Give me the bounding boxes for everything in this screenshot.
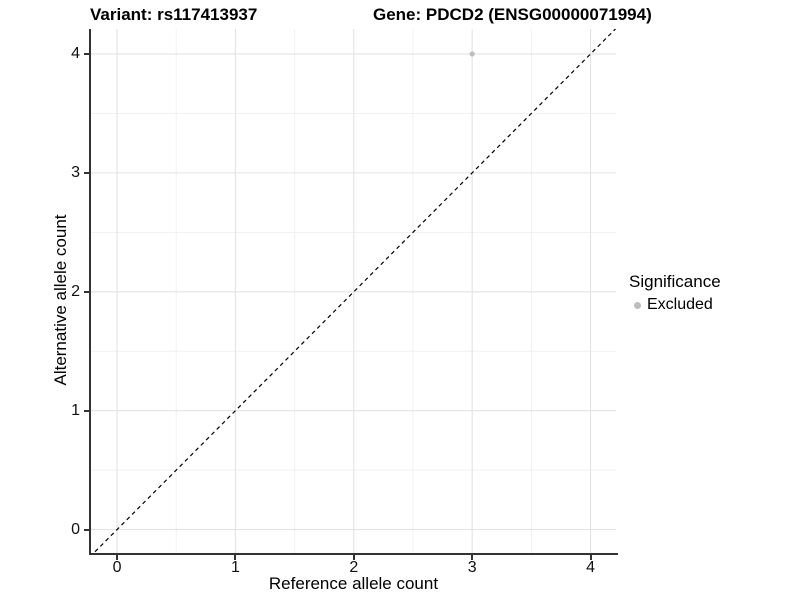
identity-line: [92, 29, 616, 553]
legend: Significance Excluded: [629, 272, 721, 314]
y-tick-mark: [84, 528, 89, 531]
plot-panel: [91, 29, 616, 553]
y-tick-label: 1: [71, 401, 80, 419]
x-tick-label: 0: [112, 559, 122, 576]
x-axis-title: Reference allele count: [268, 574, 439, 593]
x-tick-mark: [471, 555, 474, 560]
y-tick-label: 4: [71, 44, 80, 62]
legend-entry-label: Excluded: [647, 296, 713, 313]
x-tick-mark: [589, 555, 592, 560]
legend-title: Significance: [629, 272, 721, 291]
y-tick-label: 0: [71, 520, 80, 538]
plot-title-variant: Variant: rs117413937: [90, 5, 258, 24]
x-tick-mark: [234, 555, 237, 560]
x-axis-line: [89, 553, 618, 555]
y-axis-line: [89, 29, 91, 555]
x-tick-label: 1: [230, 559, 240, 576]
x-tick-mark: [352, 555, 355, 560]
x-tick-label: 3: [467, 559, 477, 576]
data-point: [469, 51, 475, 57]
y-axis-title: Alternative allele count: [51, 214, 70, 386]
x-tick-mark: [116, 555, 119, 560]
y-tick-label: 3: [71, 163, 80, 181]
plot-title-gene: Gene: PDCD2 (ENSG00000071994): [373, 5, 652, 24]
x-tick-label: 2: [349, 559, 359, 576]
y-tick-label: 2: [71, 282, 80, 300]
x-tick-label: 4: [586, 559, 595, 576]
legend-dot-icon: [634, 301, 641, 309]
y-tick-mark: [84, 409, 89, 412]
y-tick-mark: [84, 290, 89, 293]
plot-canvas: [91, 29, 616, 553]
y-tick-mark: [84, 171, 89, 174]
y-tick-mark: [84, 52, 89, 55]
legend-entry-excluded: Excluded: [629, 296, 721, 314]
